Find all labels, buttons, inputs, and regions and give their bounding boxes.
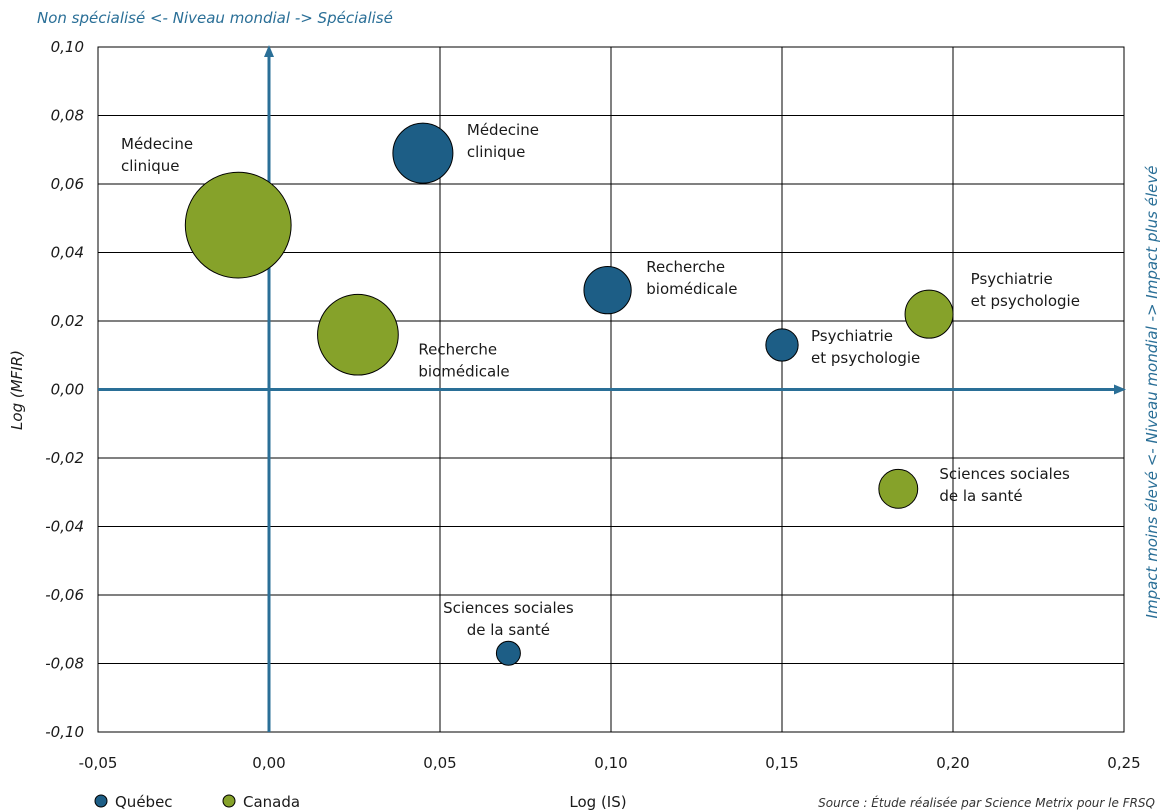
y-tick-label: 0,08 (51, 107, 84, 125)
legend-label: Canada (243, 793, 300, 811)
legend: Québec Canada (94, 793, 300, 811)
bubble-qubec (765, 328, 799, 362)
y-tick-label: 0,04 (51, 244, 84, 262)
y-tick-label: -0,10 (45, 723, 84, 741)
top-axis-note: Non spécialisé <- Niveau mondial -> Spéc… (37, 9, 393, 27)
zero-axes (98, 45, 1126, 732)
bubbles (184, 122, 954, 666)
bubble-label: Médecine clinique (121, 135, 193, 175)
x-tick-label: 0,15 (765, 754, 798, 772)
x-axis-arrow (1114, 384, 1126, 395)
bubble-label: Psychiatrie et psychologie (811, 327, 920, 367)
legend-swatch (94, 794, 108, 808)
bubble-label: Sciences sociales de la santé (939, 465, 1070, 505)
tick-labels: -0,05 0,00 0,05 0,10 0,15 0,20 0,25 0,10 0,08 0,0… (45, 38, 1141, 772)
x-tick-label: 0,05 (423, 754, 456, 772)
y-tick-label: -0,02 (45, 449, 84, 467)
bubble-canada (184, 171, 292, 279)
y-tick-label: -0,08 (45, 655, 84, 673)
bubble-qubec (583, 266, 632, 315)
bubble-label: Recherche biomédicale (418, 341, 509, 381)
x-tick-label: 0,00 (252, 754, 285, 772)
y-axis-title: Log (MFIR) (8, 350, 26, 430)
y-tick-label: 0,10 (51, 38, 84, 56)
x-axis-title: Log (IS) (569, 793, 626, 811)
right-axis-note: Impact moins élevé <- Niveau mondial -> … (1143, 166, 1160, 619)
legend-label: Québec (115, 793, 173, 811)
bubble-qubec (495, 640, 521, 666)
source-note: Source : Étude réalisée par Science Metr… (818, 795, 1155, 810)
bubble-labels: Médecine clinique Recherche biomédicale Psyc… (121, 121, 1080, 639)
y-tick-label: -0,04 (45, 518, 84, 536)
bubble-qubec (392, 122, 454, 184)
y-tick-label: 0,06 (51, 175, 84, 193)
x-tick-label: 0,10 (594, 754, 627, 772)
bubble-canada (878, 468, 919, 509)
y-tick-label: -0,06 (45, 586, 84, 604)
bubble-label: Médecine clinique (467, 121, 539, 161)
legend-swatch (222, 794, 236, 808)
y-tick-label: 0,02 (51, 312, 84, 330)
x-tick-label: -0,05 (79, 754, 118, 772)
bubble-canada (317, 293, 399, 376)
bubble-label: Sciences sociales de la santé (443, 599, 574, 639)
bubble-label: Recherche biomédicale (646, 258, 737, 298)
x-tick-label: 0,25 (1107, 754, 1140, 772)
y-axis-arrow (264, 45, 274, 57)
bubble-canada (904, 289, 954, 339)
x-tick-label: 0,20 (936, 754, 969, 772)
y-tick-label: 0,00 (51, 381, 84, 399)
bubble-label: Psychiatrie et psychologie (971, 270, 1080, 310)
